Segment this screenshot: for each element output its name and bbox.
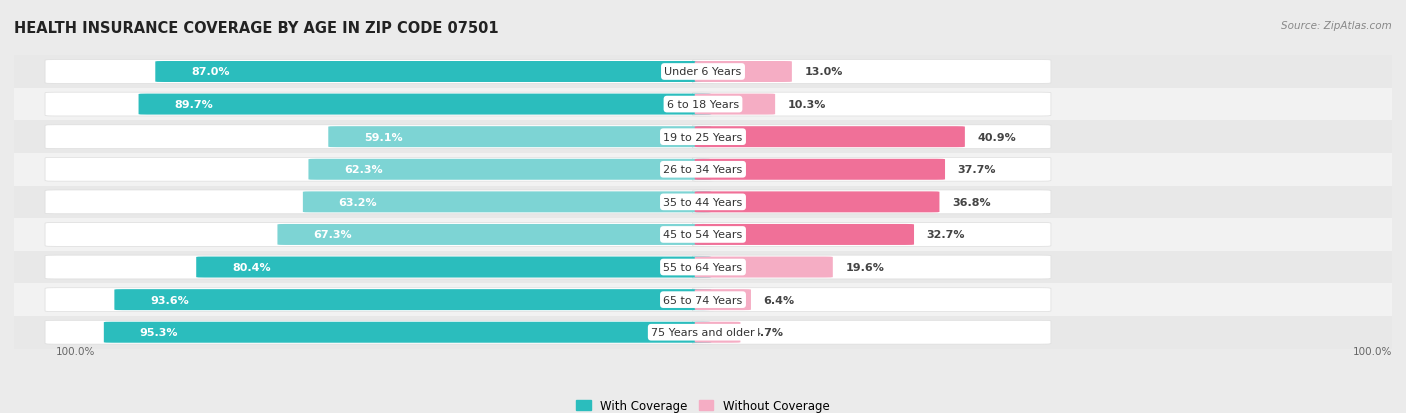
Text: 75 Years and older: 75 Years and older bbox=[651, 328, 755, 337]
Text: 19.6%: 19.6% bbox=[845, 262, 884, 273]
Text: HEALTH INSURANCE COVERAGE BY AGE IN ZIP CODE 07501: HEALTH INSURANCE COVERAGE BY AGE IN ZIP … bbox=[14, 21, 499, 36]
Text: Under 6 Years: Under 6 Years bbox=[665, 67, 741, 77]
Text: 19 to 25 Years: 19 to 25 Years bbox=[664, 132, 742, 142]
Text: 10.3%: 10.3% bbox=[787, 100, 825, 110]
FancyBboxPatch shape bbox=[693, 190, 1050, 214]
FancyBboxPatch shape bbox=[45, 93, 713, 117]
Text: 45 to 54 Years: 45 to 54 Years bbox=[664, 230, 742, 240]
Text: 95.3%: 95.3% bbox=[139, 328, 179, 337]
FancyBboxPatch shape bbox=[45, 126, 713, 149]
FancyBboxPatch shape bbox=[693, 288, 1050, 312]
Text: 35 to 44 Years: 35 to 44 Years bbox=[664, 197, 742, 207]
Text: 13.0%: 13.0% bbox=[804, 67, 842, 77]
FancyBboxPatch shape bbox=[45, 256, 713, 279]
Bar bbox=[14, 88, 1392, 121]
FancyBboxPatch shape bbox=[693, 223, 1050, 247]
FancyBboxPatch shape bbox=[693, 126, 1050, 149]
Text: 100.0%: 100.0% bbox=[55, 346, 94, 356]
FancyBboxPatch shape bbox=[155, 62, 711, 83]
FancyBboxPatch shape bbox=[695, 127, 965, 148]
Bar bbox=[14, 284, 1392, 316]
FancyBboxPatch shape bbox=[695, 94, 775, 115]
Bar bbox=[14, 56, 1392, 88]
FancyBboxPatch shape bbox=[139, 94, 711, 115]
FancyBboxPatch shape bbox=[277, 224, 711, 245]
Text: 40.9%: 40.9% bbox=[977, 132, 1017, 142]
FancyBboxPatch shape bbox=[45, 158, 713, 182]
Text: 100.0%: 100.0% bbox=[1353, 346, 1392, 356]
FancyBboxPatch shape bbox=[693, 158, 1050, 182]
Bar bbox=[14, 316, 1392, 349]
Bar bbox=[14, 251, 1392, 284]
FancyBboxPatch shape bbox=[308, 159, 711, 180]
Text: 37.7%: 37.7% bbox=[957, 165, 995, 175]
Text: 4.7%: 4.7% bbox=[752, 328, 783, 337]
FancyBboxPatch shape bbox=[328, 127, 711, 148]
FancyBboxPatch shape bbox=[45, 288, 713, 312]
FancyBboxPatch shape bbox=[693, 60, 1050, 84]
FancyBboxPatch shape bbox=[695, 159, 945, 180]
Text: 6.4%: 6.4% bbox=[763, 295, 794, 305]
FancyBboxPatch shape bbox=[45, 320, 713, 344]
Text: 93.6%: 93.6% bbox=[150, 295, 188, 305]
Text: 62.3%: 62.3% bbox=[344, 165, 382, 175]
FancyBboxPatch shape bbox=[695, 62, 792, 83]
Text: 32.7%: 32.7% bbox=[927, 230, 965, 240]
Text: 36.8%: 36.8% bbox=[952, 197, 990, 207]
FancyBboxPatch shape bbox=[197, 257, 711, 278]
Bar bbox=[14, 186, 1392, 218]
Text: 89.7%: 89.7% bbox=[174, 100, 214, 110]
Bar bbox=[14, 154, 1392, 186]
FancyBboxPatch shape bbox=[302, 192, 711, 213]
Text: 55 to 64 Years: 55 to 64 Years bbox=[664, 262, 742, 273]
Text: Source: ZipAtlas.com: Source: ZipAtlas.com bbox=[1281, 21, 1392, 31]
Legend: With Coverage, Without Coverage: With Coverage, Without Coverage bbox=[572, 394, 834, 413]
Text: 80.4%: 80.4% bbox=[232, 262, 271, 273]
FancyBboxPatch shape bbox=[104, 322, 711, 343]
FancyBboxPatch shape bbox=[693, 93, 1050, 117]
FancyBboxPatch shape bbox=[695, 224, 914, 245]
FancyBboxPatch shape bbox=[695, 257, 832, 278]
Bar bbox=[14, 121, 1392, 154]
Text: 26 to 34 Years: 26 to 34 Years bbox=[664, 165, 742, 175]
Text: 6 to 18 Years: 6 to 18 Years bbox=[666, 100, 740, 110]
FancyBboxPatch shape bbox=[45, 190, 713, 214]
Text: 67.3%: 67.3% bbox=[314, 230, 352, 240]
Text: 65 to 74 Years: 65 to 74 Years bbox=[664, 295, 742, 305]
Bar bbox=[14, 218, 1392, 251]
FancyBboxPatch shape bbox=[45, 223, 713, 247]
FancyBboxPatch shape bbox=[114, 290, 711, 311]
FancyBboxPatch shape bbox=[693, 256, 1050, 279]
Text: 59.1%: 59.1% bbox=[364, 132, 402, 142]
FancyBboxPatch shape bbox=[695, 290, 751, 311]
FancyBboxPatch shape bbox=[45, 60, 713, 84]
Text: 87.0%: 87.0% bbox=[191, 67, 229, 77]
Text: 63.2%: 63.2% bbox=[339, 197, 377, 207]
FancyBboxPatch shape bbox=[693, 320, 1050, 344]
FancyBboxPatch shape bbox=[695, 192, 939, 213]
FancyBboxPatch shape bbox=[695, 322, 741, 343]
